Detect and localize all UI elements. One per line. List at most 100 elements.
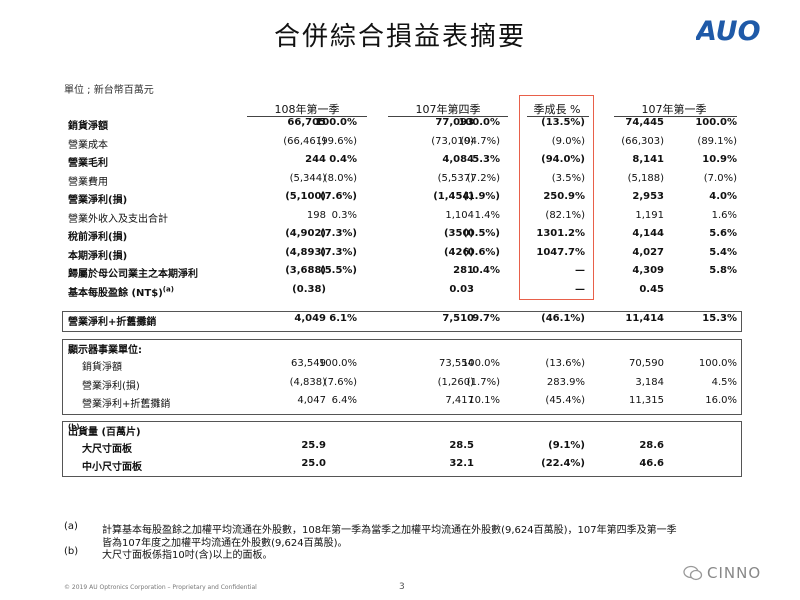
table-cell: (22.4%) <box>541 458 585 469</box>
table-cell: 0.03 <box>449 283 474 295</box>
shipment-section-title: 出貨量 (百萬片) (b) <box>68 423 141 438</box>
table-cell: 0.4% <box>472 265 500 276</box>
note-a-text: 計算基本每股盈餘之加權平均流通在外股數，108年第一季為當季之加權平均流通在外股… <box>102 525 677 536</box>
table-cell: (9.1%) <box>548 440 585 451</box>
table-cell: 1.6% <box>711 209 737 221</box>
table-row: 營業淨利+折舊攤銷 4,047 6.4% 7,417 10.1% (45.4%) 11,31… <box>0 395 800 414</box>
table-cell: (7.6%) <box>323 376 357 388</box>
table-cell: (7.6%) <box>320 191 357 202</box>
table-cell: (46.1%) <box>541 313 585 324</box>
table-cell: (66,461) <box>283 135 326 147</box>
table-cell: 244 <box>305 154 326 165</box>
table-cell: (426) <box>443 246 474 258</box>
table-cell: 1,104 <box>445 209 474 221</box>
table-cell: — <box>575 283 585 295</box>
table-cell: 5.8% <box>709 265 737 276</box>
qoq-highlight-box <box>519 95 594 300</box>
table-cell: 6.4% <box>331 395 357 406</box>
table-cell: 281 <box>453 265 474 276</box>
table-cell: — <box>575 265 585 276</box>
table-cell: 283.9% <box>546 376 585 388</box>
table-cell: 100.0% <box>315 117 357 128</box>
table-cell: (0.5%) <box>463 228 500 239</box>
header-rule <box>388 116 508 117</box>
row-label: 營業費用 <box>68 176 108 188</box>
table-cell: (9.0%) <box>551 135 585 147</box>
table-row: 銷貨淨額 66,705 100.0% 77,093 100.0% (13.5%) 74,44… <box>0 117 800 136</box>
table-cell: 70,590 <box>629 358 664 369</box>
table-cell: 16.0% <box>705 395 737 406</box>
table-cell: 100.0% <box>695 117 737 128</box>
header-rule <box>527 116 589 117</box>
table-cell: 25.0 <box>301 458 326 469</box>
section-title-row: 出貨量 (百萬片) (b) <box>0 423 800 442</box>
table-row: 營業費用 (5,344) (8.0%) (5,537) (7.2%) (3.5%) (5,1… <box>0 173 800 192</box>
note-b-text: 大尺寸面板係指10吋(含)以上的面板。 <box>102 550 273 561</box>
col-header-108q1: 108年第一季 <box>274 103 340 116</box>
table-cell: 4,144 <box>632 228 664 239</box>
table-cell: (5,188) <box>627 172 664 184</box>
table-row: 營業毛利 244 0.4% 4,084 5.3% (94.0%) 8,141 10.9% <box>0 154 800 173</box>
table-cell: (73,010) <box>431 135 474 147</box>
row-label: 中小尺寸面板 <box>82 462 142 473</box>
table-cell: (4,902) <box>285 228 326 239</box>
table-cell: 11,414 <box>625 313 664 324</box>
note-a-mark: (a) <box>64 521 78 532</box>
col-header-107q1: 107年第一季 <box>641 103 707 116</box>
table-cell: (94.0%) <box>541 154 585 165</box>
table-cell: (3.5%) <box>551 172 585 184</box>
row-label: 營業成本 <box>68 139 108 151</box>
note-b-mark: (b) <box>64 546 79 557</box>
table-cell: 6.1% <box>329 313 357 324</box>
table-cell: 0.4% <box>329 154 357 165</box>
page-title: 合併綜合損益表摘要 <box>273 22 526 52</box>
wechat-icon <box>683 565 703 581</box>
table-cell: 28.5 <box>449 440 474 451</box>
table-cell: 46.6 <box>639 458 664 469</box>
table-row: 中小尺寸面板 25.0 32.1 (22.4%) 46.6 <box>0 458 800 477</box>
table-cell: 77,093 <box>435 117 474 128</box>
table-cell: 10.9% <box>702 154 737 165</box>
shipment-box <box>62 421 742 477</box>
row-label: 營業淨利+折舊攤銷 <box>68 317 157 328</box>
table-cell: 5.6% <box>709 228 737 239</box>
table-cell: 66,705 <box>287 117 326 128</box>
table-cell: 74,445 <box>625 117 664 128</box>
table-cell: 1,191 <box>635 209 664 221</box>
table-cell: 100.0% <box>458 117 500 128</box>
display-unit-box <box>62 339 742 415</box>
table-cell: (0.6%) <box>463 246 500 258</box>
row-label: 大尺寸面板 <box>82 444 132 455</box>
row-label: 銷貨淨額 <box>82 362 122 373</box>
table-row: 銷貨淨額 63,549 100.0% 73,554 100.0% (13.6%) 70,59… <box>0 358 800 377</box>
row-label: 歸屬於母公司業主之本期淨利 <box>68 269 198 280</box>
page-number: 3 <box>399 582 405 592</box>
row-label: 營業毛利 <box>68 158 108 169</box>
table-row: 營業成本 (66,461) (99.6%) (73,010) (94.7%) (9.0%)… <box>0 136 800 155</box>
table-row: 大尺寸面板 25.9 28.5 (9.1%) 28.6 <box>0 440 800 459</box>
table-cell: 4,049 <box>294 313 326 324</box>
row-label: 本期淨利(損) <box>68 250 128 262</box>
table-cell: (99.6%) <box>317 135 357 147</box>
shipment-title-text: 出貨量 (百萬片) <box>68 427 141 438</box>
footnote-ref: (a) <box>162 285 174 294</box>
table-cell: 100.0% <box>461 358 500 369</box>
footnote-ref: (b) <box>68 423 80 431</box>
table-cell: 28.6 <box>639 440 664 451</box>
table-cell: 4.0% <box>709 191 737 202</box>
ebitda-box <box>62 311 742 332</box>
footer-copyright: © 2019 AU Optronics Corporation – Propri… <box>64 584 257 591</box>
table-cell: (7.2%) <box>466 172 500 184</box>
table-cell: 7,510 <box>442 313 474 324</box>
table-cell: 250.9% <box>543 191 585 202</box>
table-cell: 9.7% <box>472 313 500 324</box>
table-cell: (4,893) <box>285 246 326 258</box>
table-cell: 1047.7% <box>536 246 585 258</box>
col-header-107q4: 107年第四季 <box>415 103 481 116</box>
table-cell: (7.0%) <box>703 172 737 184</box>
note-a-text-cont: 皆為107年度之加權平均流通在外股數(9,624百萬股)。 <box>102 538 348 549</box>
table-cell: (5,344) <box>289 172 326 184</box>
table-cell: 15.3% <box>702 313 737 324</box>
table-cell: 198 <box>306 209 326 221</box>
display-section-title: 顯示器事業單位: <box>68 345 142 356</box>
